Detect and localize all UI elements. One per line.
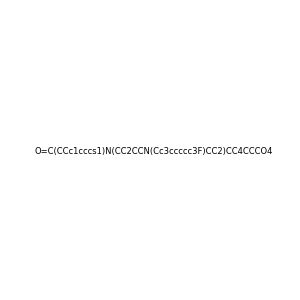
- Text: O=C(CCc1cccs1)N(CC2CCN(Cc3ccccc3F)CC2)CC4CCCO4: O=C(CCc1cccs1)N(CC2CCN(Cc3ccccc3F)CC2)CC…: [34, 147, 273, 156]
